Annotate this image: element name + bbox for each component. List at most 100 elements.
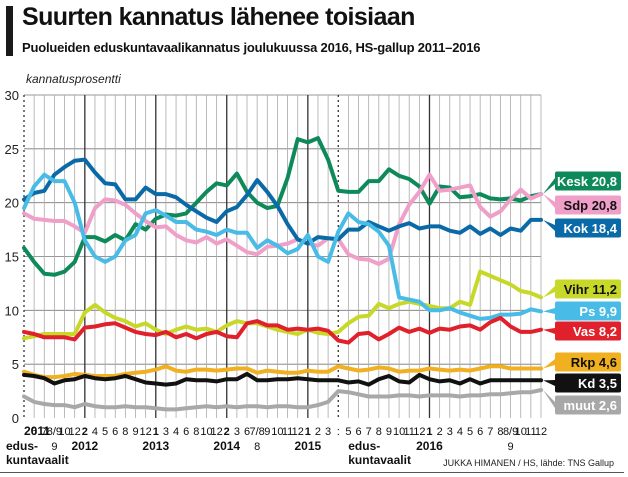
x-tick-label: 1	[153, 426, 159, 438]
election-label: kuntavaalit	[6, 453, 69, 467]
label-box	[555, 321, 621, 341]
x-tick-label: 8/9	[503, 426, 518, 438]
y-tick-label: 5	[12, 357, 19, 372]
chart-title: Suurten kannatus lähenee toisiaan	[22, 3, 415, 31]
series-label-kok: Kok 18,4	[543, 218, 621, 238]
x-tick-label: 10	[393, 426, 405, 438]
label-pointer	[543, 194, 555, 208]
label-pointer	[543, 328, 555, 334]
y-tick-label: 15	[5, 250, 19, 265]
x-tick-label: 7/8	[250, 426, 265, 438]
label-text: Kd 3,5	[578, 376, 617, 391]
x-tick-label: 8/9	[47, 426, 62, 438]
label-text: Rkp 4,6	[571, 355, 617, 370]
label-pointer	[543, 380, 555, 386]
x-tick-label: 10	[200, 426, 212, 438]
series-lines	[22, 136, 543, 412]
label-text: Vas 8,2	[573, 324, 617, 339]
x-tick-label: 9	[132, 426, 138, 438]
x-tick-label: 12	[210, 426, 222, 438]
x-tick-label: 9	[386, 426, 392, 438]
series-label-sdp: Sdp 20,8	[543, 194, 621, 215]
x-tick-label: 6	[477, 426, 483, 438]
x-tick-label: 3	[325, 426, 331, 438]
x-tick-label: 4	[457, 426, 463, 438]
x-tick-label: 12	[413, 426, 425, 438]
y-axis-label: kannatusprosentti	[26, 72, 121, 86]
x-tick-label: :	[337, 426, 340, 438]
series-label-vihr: Vihr 11,2	[543, 279, 621, 299]
label-box	[555, 195, 621, 215]
label-box	[555, 218, 621, 238]
label-pointer	[543, 286, 555, 298]
series-line-rkp	[22, 364, 543, 380]
label-pointer	[543, 308, 555, 314]
x-tick-label: 5	[345, 426, 351, 438]
series-label-ps: Ps 9,9	[543, 301, 621, 321]
x-tick-label: 6	[355, 426, 361, 438]
label-pointer	[543, 390, 555, 408]
x-tick-label: 3	[163, 426, 169, 438]
series-label-rkp: Rkp 4,6	[543, 352, 621, 372]
label-box	[555, 301, 621, 321]
x-tick-label: 6	[244, 426, 250, 438]
x-tick-label: 3	[447, 426, 453, 438]
label-text: Kok 18,4	[564, 221, 618, 236]
year-label: 2012	[71, 439, 98, 453]
x-tick-label: 6	[31, 426, 37, 438]
series-label-kesk: Kesk 20,8	[543, 171, 621, 195]
year-label: 2013	[142, 439, 169, 453]
label-box	[555, 171, 621, 191]
x-sublabel: 9	[51, 441, 57, 453]
x-tick-label: 10	[271, 426, 283, 438]
series-line-kd	[22, 371, 543, 387]
series-line-sdp	[22, 172, 543, 266]
label-box	[555, 373, 621, 393]
series-labels: Kesk 20,8 Sdp 20,8 Kok 18,4 Vihr 11,2 Ps 9,9…	[543, 171, 621, 415]
x-tick-label: 11	[525, 426, 536, 438]
series-line-kok	[22, 157, 543, 246]
x-tick-label: 11	[282, 426, 293, 438]
y-tick-label: 10	[5, 303, 19, 318]
election-label: kuntavaalit	[348, 453, 411, 467]
x-sublabel: edus-	[6, 439, 38, 453]
x-tick-label: 7	[487, 426, 493, 438]
x-tick-label: 2	[82, 426, 88, 438]
label-text: Vihr 11,2	[564, 282, 617, 297]
x-tick-label: 12	[140, 426, 152, 438]
x-tick-label: 6	[183, 426, 189, 438]
title-accent-bar	[6, 6, 13, 56]
series-line-ps	[22, 172, 543, 321]
grid	[23, 94, 542, 418]
x-tick-label: 12	[535, 426, 547, 438]
x-tick-label: 5	[102, 426, 108, 438]
x-sublabel: 9	[508, 441, 514, 453]
y-tick-label: 30	[5, 88, 19, 103]
y-tick-label: 20	[5, 196, 19, 211]
x-tick-label: 4	[173, 426, 179, 438]
series-label-muut: muut 2,6	[543, 390, 621, 415]
x-tick-label: 10	[58, 426, 70, 438]
x-tick-label: 8	[122, 426, 128, 438]
label-text: muut 2,6	[564, 398, 617, 413]
series-line-vas	[22, 315, 543, 345]
x-tick-label: 4	[92, 426, 98, 438]
x-tick-label: 7	[366, 426, 372, 438]
label-box	[555, 279, 621, 299]
x-sublabel: 8	[254, 441, 260, 453]
x-tick-label: 1	[426, 426, 432, 438]
x-tick-label: 6	[112, 426, 118, 438]
label-text: Sdp 20,8	[564, 198, 617, 213]
year-label: 2014	[213, 439, 240, 453]
series-line-vihr	[22, 269, 543, 341]
x-tick-label: 2011	[24, 424, 50, 438]
label-pointer	[543, 178, 555, 195]
x-tick-label: 7	[41, 426, 47, 438]
label-text: Kesk 20,8	[557, 174, 617, 189]
y-axis-ticks: 0 5 10 15 20 25 30	[5, 88, 19, 426]
x-tick-label: 12	[292, 426, 304, 438]
x-tick-label: 3	[234, 426, 240, 438]
x-tick-label: 10	[515, 426, 527, 438]
label-text: Ps 9,9	[579, 304, 617, 319]
